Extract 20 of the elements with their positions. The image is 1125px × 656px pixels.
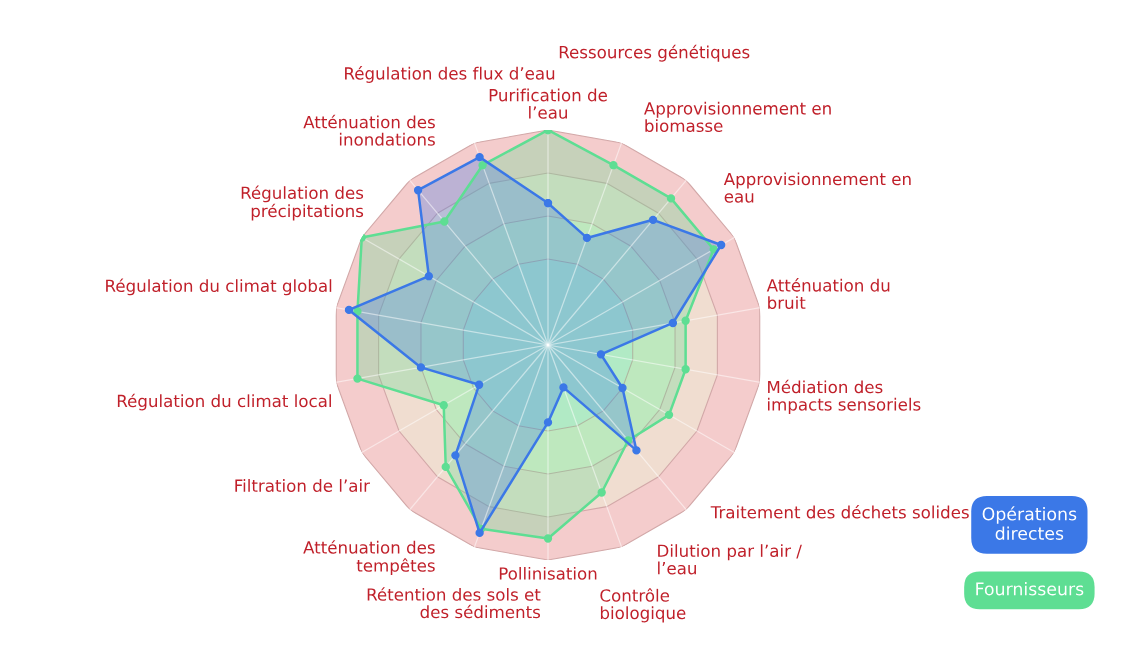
spoke-label: Atténuation des inondations xyxy=(303,114,435,146)
text: Opérations directes xyxy=(982,506,1077,540)
text: Fournisseurs xyxy=(976,582,1084,596)
spoke-label: Ressources génétiques xyxy=(559,44,750,62)
spoke-label: Régulation du climat global xyxy=(106,278,332,296)
spoke-label: Rétention des sols et des sédiments xyxy=(367,587,541,619)
spoke-label: Contrôle biologique xyxy=(600,588,686,623)
spoke-label: Traitement des déchets solides xyxy=(710,504,969,519)
spoke-label: Approvisionnement en eau xyxy=(723,172,911,203)
spoke-label: Médiation des impacts sensoriels xyxy=(768,379,921,414)
spoke-label: Pollinisation xyxy=(499,566,597,580)
spoke-label: Purification de l’eau xyxy=(489,88,607,119)
spoke-label: Régulation des précipitations xyxy=(241,185,364,221)
spoke-label: Dilution par l’air / l’eau xyxy=(658,544,802,575)
spoke-label: Atténuation des tempêtes xyxy=(303,540,435,576)
spoke-label: Régulation du climat local xyxy=(117,393,331,411)
spoke-label: Approvisionnement en biomasse xyxy=(644,101,831,133)
spoke-label: Régulation des flux d’eau xyxy=(345,66,555,83)
spoke-label: Filtration de l’air xyxy=(235,479,370,492)
spoke-label: Atténuation du bruit xyxy=(766,278,890,310)
